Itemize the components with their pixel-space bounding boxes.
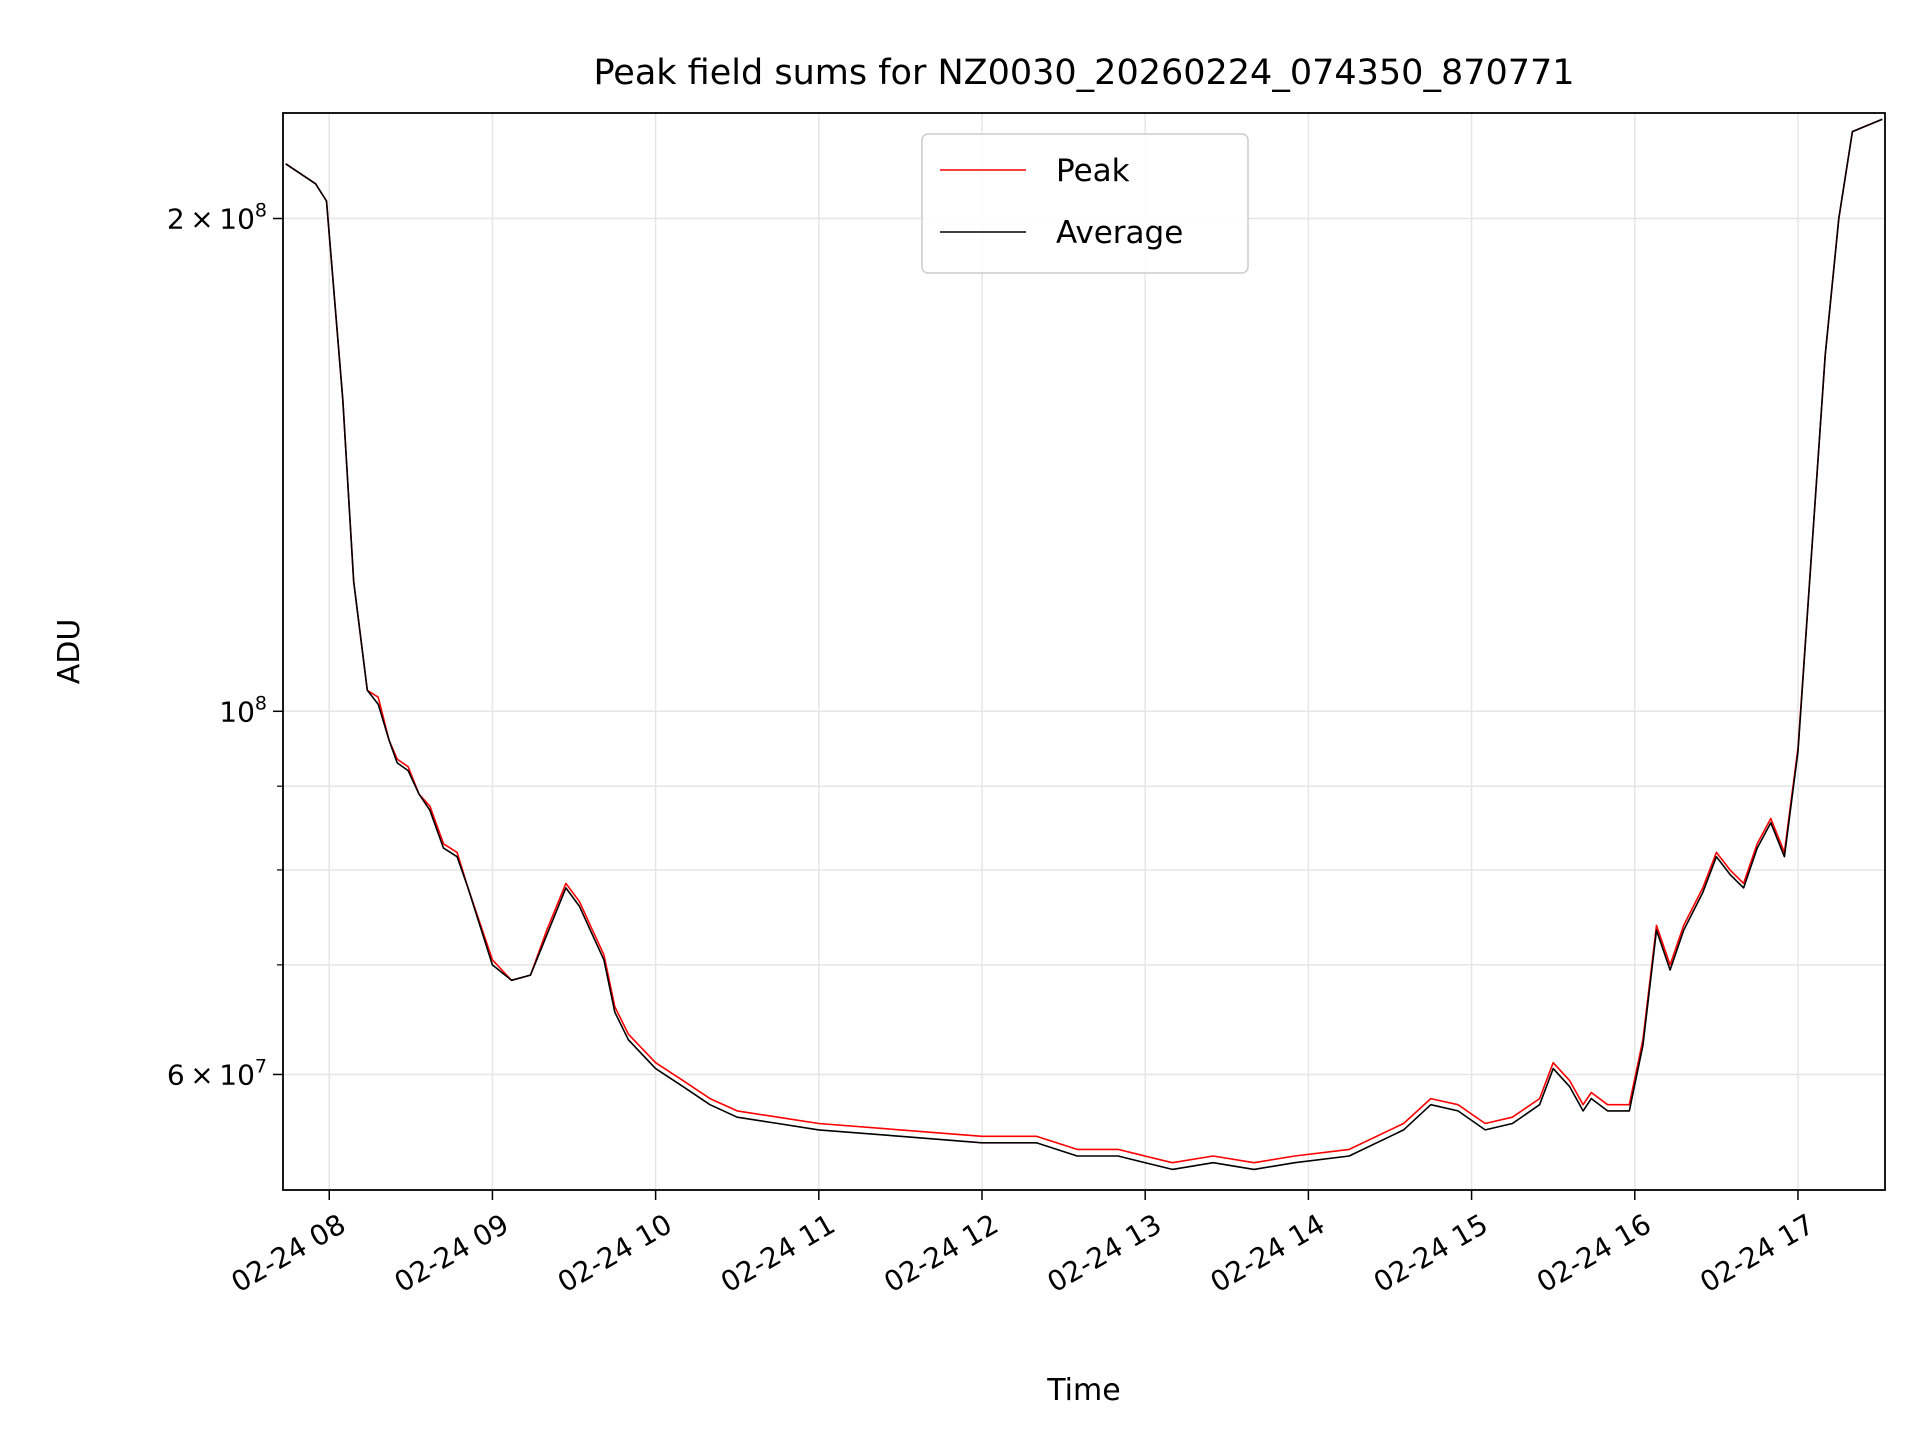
y-tick-label: 6 × 107 [167,1055,267,1091]
series-line-peak [285,118,1883,1164]
chart-title: Peak field sums for NZ0030_20260224_0743… [593,53,1574,93]
y-tick-label-base: 10 [219,695,255,728]
y-tick-label-exponent: 7 [255,1055,267,1077]
y-tick-label-base: 6 × 10 [167,1058,255,1091]
y-tick-label: 108 [219,692,267,728]
y-tick-label-base: 2 × 10 [167,203,255,236]
y-tick-label-exponent: 8 [255,200,267,222]
legend-label-average: Average [1056,215,1183,251]
legend-label-peak: Peak [1056,153,1130,189]
series-line-average [285,118,1883,1171]
y-axis-label: ADU [52,619,87,685]
legend-box [921,133,1249,274]
y-tick-label: 2 × 108 [167,200,267,236]
x-axis-label: Time [1046,1373,1120,1408]
legend: Peak Average [921,133,1249,274]
y-tick-label-exponent: 8 [255,692,267,714]
plot-series [285,118,1883,1171]
plot-area-frame [282,112,1886,1191]
